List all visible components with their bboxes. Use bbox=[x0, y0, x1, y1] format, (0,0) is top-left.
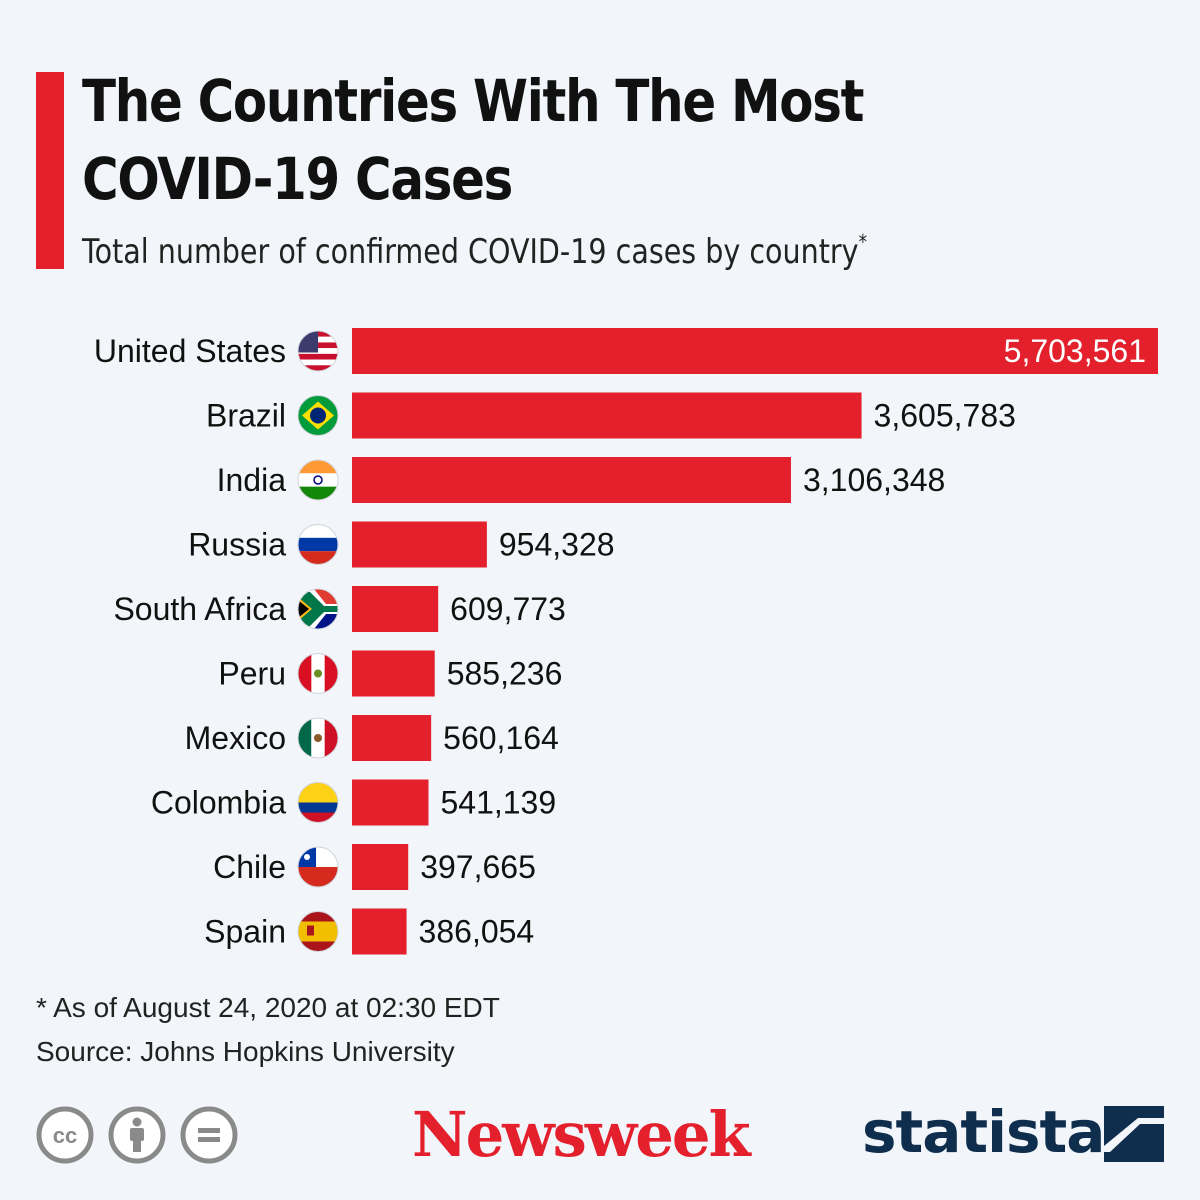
title-line-2: COVID-19 Cases bbox=[82, 145, 513, 213]
value-label: 585,236 bbox=[447, 656, 563, 692]
subtitle-footnote-mark: * bbox=[858, 230, 867, 254]
bar-peru bbox=[352, 650, 435, 697]
mexico-flag-icon bbox=[297, 717, 339, 759]
bar-india bbox=[352, 457, 791, 503]
bar-brazil bbox=[352, 392, 862, 439]
russia-flag-icon bbox=[297, 524, 339, 565]
value-label: 954,328 bbox=[499, 527, 615, 563]
us-flag-icon bbox=[297, 330, 339, 372]
cc-icon: cc bbox=[36, 1106, 94, 1164]
source-note: Source: Johns Hopkins University bbox=[36, 1036, 455, 1067]
value-label: 3,605,783 bbox=[874, 398, 1016, 434]
subtitle-text: Total number of confirmed COVID-19 cases… bbox=[82, 232, 859, 272]
south-africa-flag-icon bbox=[297, 588, 339, 630]
footnote: * As of August 24, 2020 at 02:30 EDT bbox=[36, 992, 500, 1023]
category-label: Peru bbox=[218, 656, 286, 692]
bar-russia bbox=[352, 521, 487, 568]
statista-mark-icon bbox=[1104, 1106, 1164, 1162]
bar-colombia bbox=[352, 779, 429, 826]
value-label: 3,106,348 bbox=[803, 462, 945, 498]
bar-south-africa bbox=[352, 586, 439, 632]
title-accent-bar bbox=[36, 72, 64, 269]
subtitle: Total number of confirmed COVID-19 cases… bbox=[82, 230, 867, 272]
bar-united-states bbox=[352, 328, 1158, 374]
bar-chile bbox=[352, 844, 409, 890]
category-label: South Africa bbox=[113, 591, 286, 627]
category-label: Chile bbox=[213, 849, 286, 885]
spain-flag-icon bbox=[297, 911, 339, 952]
category-label: United States bbox=[94, 333, 286, 369]
value-label: 609,773 bbox=[450, 591, 566, 627]
statista-logo: statista bbox=[862, 1098, 1105, 1166]
peru-flag-icon bbox=[297, 653, 339, 694]
value-label: 541,139 bbox=[440, 785, 556, 821]
category-label: Colombia bbox=[151, 785, 286, 821]
category-label: Mexico bbox=[185, 720, 286, 756]
value-label: 560,164 bbox=[443, 720, 559, 756]
category-label: Spain bbox=[204, 914, 286, 950]
bar-spain bbox=[352, 908, 407, 955]
value-label: 5,703,561 bbox=[1004, 333, 1146, 369]
india-flag-icon bbox=[297, 459, 339, 501]
svg-text:cc: cc bbox=[53, 1123, 77, 1148]
page-title: The Countries With The Most COVID-19 Cas… bbox=[82, 62, 1011, 218]
bar-chart: United States 5,703,561 Brazil 3,605,783 Ind… bbox=[94, 328, 1158, 955]
newsweek-logo: Newsweek bbox=[412, 1098, 751, 1171]
bar-mexico bbox=[352, 715, 432, 761]
category-label: Brazil bbox=[206, 398, 286, 434]
title-line-1: The Countries With The Most bbox=[82, 67, 865, 135]
value-label: 397,665 bbox=[420, 849, 536, 885]
license-icons: cc bbox=[36, 1106, 238, 1164]
attribution-icon bbox=[108, 1106, 166, 1164]
category-label: India bbox=[217, 462, 287, 498]
colombia-flag-icon bbox=[297, 782, 339, 823]
no-derivatives-icon bbox=[180, 1106, 238, 1164]
chile-flag-icon bbox=[297, 846, 339, 888]
brazil-flag-icon bbox=[297, 395, 339, 436]
category-label: Russia bbox=[188, 527, 286, 563]
value-label: 386,054 bbox=[419, 914, 535, 950]
